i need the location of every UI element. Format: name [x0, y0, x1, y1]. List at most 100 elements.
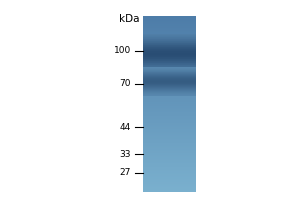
Bar	[143, 149, 196, 150]
Bar	[143, 47, 196, 48]
Bar	[143, 77, 196, 78]
Bar	[143, 81, 196, 82]
Bar	[143, 156, 196, 157]
Bar	[143, 79, 196, 80]
Bar	[143, 45, 196, 46]
Bar	[143, 105, 196, 106]
Bar	[143, 40, 196, 41]
Text: 70: 70	[119, 79, 131, 88]
Bar	[143, 55, 196, 56]
Bar	[143, 108, 196, 109]
Bar	[143, 190, 196, 191]
Bar	[143, 78, 196, 79]
Bar	[143, 37, 196, 38]
Bar	[143, 148, 196, 149]
Bar	[143, 40, 196, 41]
Bar	[143, 110, 196, 111]
Bar	[143, 125, 196, 126]
Bar	[143, 49, 196, 50]
Bar	[143, 71, 196, 72]
Bar	[143, 119, 196, 120]
Bar	[143, 128, 196, 129]
Bar	[143, 112, 196, 113]
Bar	[143, 81, 196, 82]
Bar	[143, 69, 196, 70]
Bar	[143, 27, 196, 28]
Bar	[143, 41, 196, 42]
Bar	[143, 42, 196, 43]
Bar	[143, 61, 196, 62]
Bar	[143, 86, 196, 87]
Bar	[143, 120, 196, 121]
Bar	[143, 145, 196, 146]
Bar	[143, 91, 196, 92]
Bar	[143, 21, 196, 22]
Bar	[143, 52, 196, 53]
Bar	[143, 64, 196, 65]
Bar	[143, 32, 196, 33]
Bar	[143, 180, 196, 181]
Bar	[143, 70, 196, 71]
Bar	[143, 133, 196, 134]
Bar	[143, 67, 196, 68]
Bar	[143, 113, 196, 114]
Bar	[143, 101, 196, 102]
Bar	[143, 104, 196, 105]
Bar	[143, 36, 196, 37]
Bar	[143, 43, 196, 44]
Bar	[143, 93, 196, 94]
Bar	[143, 88, 196, 89]
Bar	[143, 17, 196, 18]
Bar	[143, 24, 196, 25]
Bar	[143, 134, 196, 135]
Bar	[143, 68, 196, 69]
Bar	[143, 178, 196, 179]
Bar	[143, 138, 196, 139]
Bar	[143, 68, 196, 69]
Bar	[143, 94, 196, 95]
Bar	[143, 51, 196, 52]
Bar	[143, 60, 196, 61]
Bar	[143, 26, 196, 27]
Bar	[143, 31, 196, 32]
Bar	[143, 35, 196, 36]
Bar	[143, 186, 196, 187]
Bar	[143, 39, 196, 40]
Bar	[143, 139, 196, 140]
Bar	[143, 78, 196, 79]
Bar	[143, 87, 196, 88]
Bar	[143, 170, 196, 171]
Bar	[143, 153, 196, 154]
Bar	[143, 95, 196, 96]
Bar	[143, 47, 196, 48]
Bar	[143, 161, 196, 162]
Bar	[143, 91, 196, 92]
Bar	[143, 136, 196, 137]
Bar	[143, 62, 196, 63]
Bar	[143, 82, 196, 83]
Bar	[143, 85, 196, 86]
Bar	[143, 127, 196, 128]
Bar	[143, 53, 196, 54]
Bar	[143, 33, 196, 34]
Bar	[143, 70, 196, 71]
Bar	[143, 71, 196, 72]
Bar	[143, 159, 196, 160]
Bar	[143, 39, 196, 40]
Bar	[143, 50, 196, 51]
Bar	[143, 54, 196, 55]
Bar	[143, 172, 196, 173]
Bar	[143, 46, 196, 47]
Bar	[143, 63, 196, 64]
Bar	[143, 63, 196, 64]
Bar	[143, 173, 196, 174]
Bar	[143, 36, 196, 37]
Bar	[143, 117, 196, 118]
Bar	[143, 100, 196, 101]
Bar	[143, 157, 196, 158]
Bar	[143, 48, 196, 49]
Bar	[143, 37, 196, 38]
Bar	[143, 66, 196, 67]
Bar	[143, 177, 196, 178]
Bar	[143, 76, 196, 77]
